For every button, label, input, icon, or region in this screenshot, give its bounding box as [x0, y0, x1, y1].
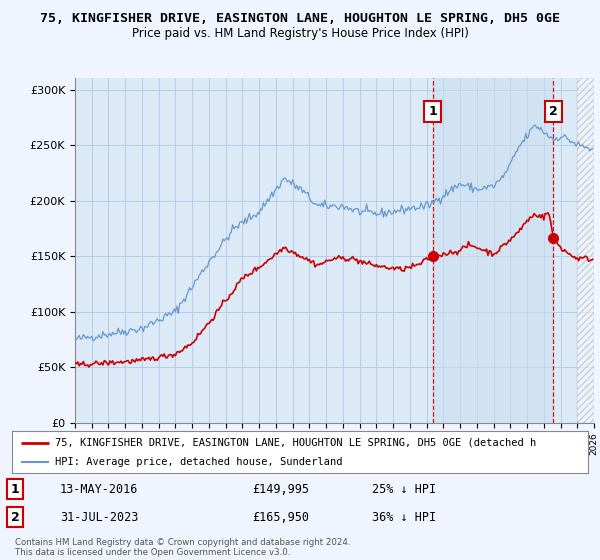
Bar: [577, 78, 594, 423]
Text: 1: 1: [11, 483, 19, 496]
Bar: [433, 78, 553, 423]
Text: 75, KINGFISHER DRIVE, EASINGTON LANE, HOUGHTON LE SPRING, DH5 0GE (detached h: 75, KINGFISHER DRIVE, EASINGTON LANE, HO…: [55, 437, 536, 447]
Text: 25% ↓ HPI: 25% ↓ HPI: [372, 483, 436, 496]
Text: £165,950: £165,950: [252, 511, 309, 524]
Text: 2: 2: [549, 105, 558, 118]
Text: £149,995: £149,995: [252, 483, 309, 496]
Text: 13-MAY-2016: 13-MAY-2016: [60, 483, 139, 496]
Text: 2: 2: [11, 511, 19, 524]
Bar: [577, 78, 594, 423]
Text: 1: 1: [428, 105, 437, 118]
Text: 31-JUL-2023: 31-JUL-2023: [60, 511, 139, 524]
Text: 36% ↓ HPI: 36% ↓ HPI: [372, 511, 436, 524]
Text: Price paid vs. HM Land Registry's House Price Index (HPI): Price paid vs. HM Land Registry's House …: [131, 27, 469, 40]
Text: Contains HM Land Registry data © Crown copyright and database right 2024.
This d: Contains HM Land Registry data © Crown c…: [15, 538, 350, 557]
Text: HPI: Average price, detached house, Sunderland: HPI: Average price, detached house, Sund…: [55, 457, 343, 467]
Text: 75, KINGFISHER DRIVE, EASINGTON LANE, HOUGHTON LE SPRING, DH5 0GE: 75, KINGFISHER DRIVE, EASINGTON LANE, HO…: [40, 12, 560, 25]
